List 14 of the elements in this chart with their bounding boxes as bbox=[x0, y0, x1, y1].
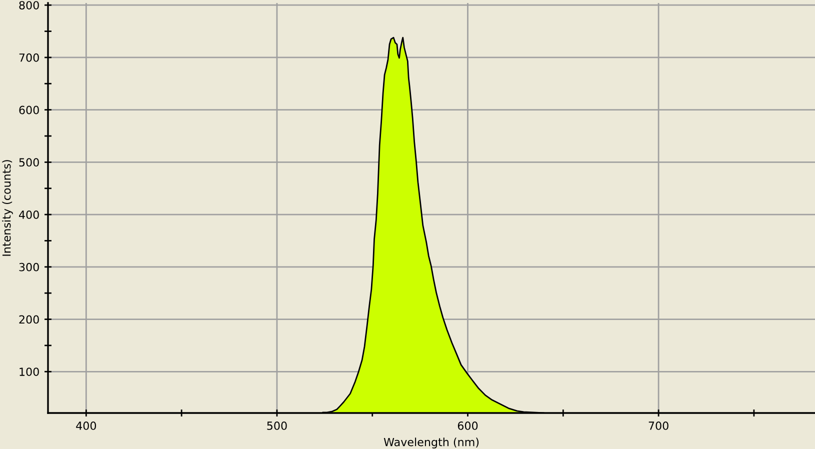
x-tick-label: 700 bbox=[648, 422, 668, 430]
y-axis-title: Intensity (counts) bbox=[2, 160, 13, 256]
x-tick-label: 400 bbox=[76, 422, 96, 430]
y-tick-label: 500 bbox=[19, 158, 39, 167]
y-tick-label: 100 bbox=[20, 368, 39, 376]
y-tick-label: 200 bbox=[19, 315, 39, 324]
y-tick-label: 700 bbox=[19, 53, 39, 62]
x-tick-label: 500 bbox=[267, 422, 287, 430]
x-tick-label: 600 bbox=[458, 422, 478, 430]
y-tick-label: 800 bbox=[19, 1, 39, 10]
y-tick-label: 300 bbox=[19, 262, 39, 272]
y-tick-label: 400 bbox=[19, 210, 39, 219]
x-axis-title: Wavelength (nm) bbox=[384, 438, 479, 448]
y-tick-label: 600 bbox=[19, 106, 39, 114]
